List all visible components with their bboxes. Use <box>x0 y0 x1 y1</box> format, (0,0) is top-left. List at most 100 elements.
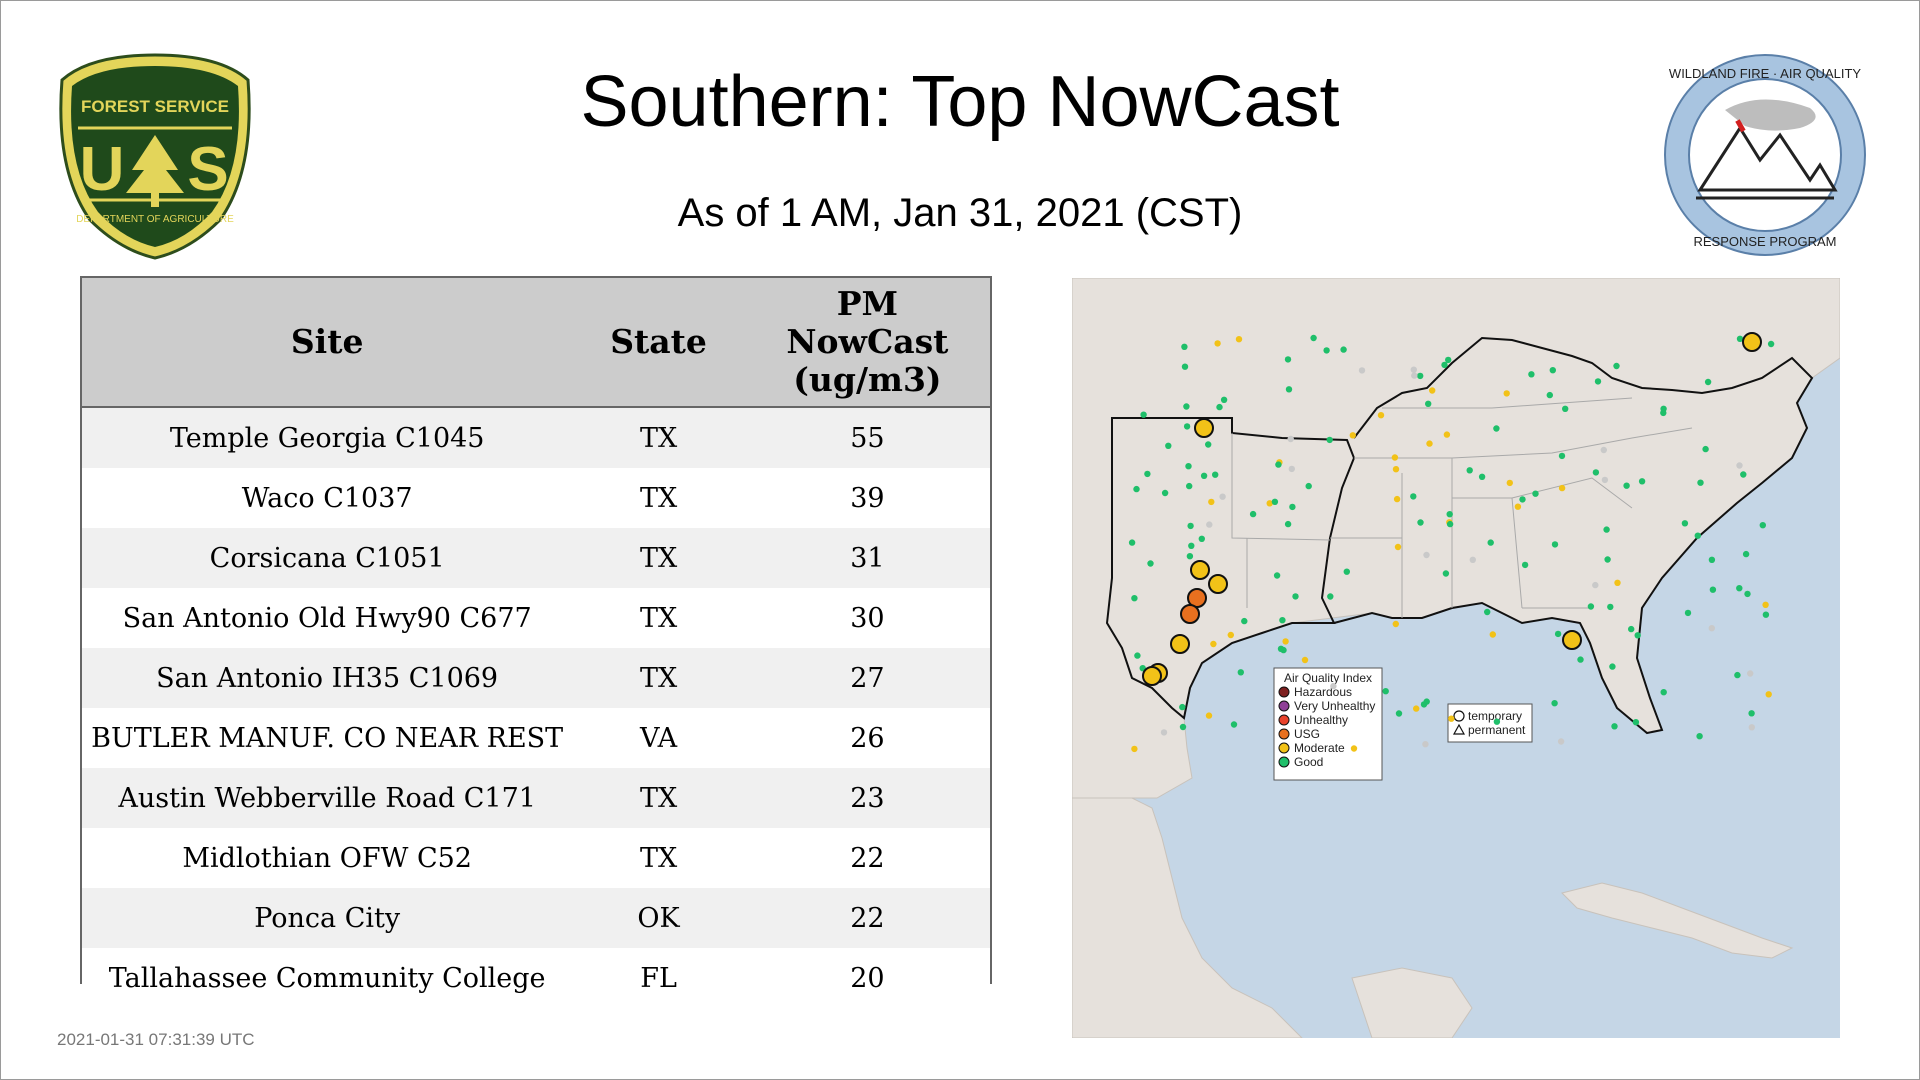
monitor-dot <box>1206 521 1213 528</box>
monitor-dot <box>1179 723 1187 731</box>
cell-value: 55 <box>744 407 990 468</box>
monitor-dot <box>1736 585 1743 592</box>
monitor-dot <box>1514 503 1522 510</box>
cell-state: TX <box>572 468 745 528</box>
monitor-dot <box>1147 560 1154 567</box>
cell-state: FL <box>572 948 745 1008</box>
monitor-dot <box>1131 595 1138 602</box>
monitor-dot <box>1392 466 1400 473</box>
monitor-dot <box>1445 356 1452 364</box>
logo-right-text-bottom: RESPONSE PROGRAM <box>1693 234 1836 249</box>
monitor-dot <box>1305 482 1312 490</box>
monitor-dot <box>1484 608 1491 616</box>
cell-value: 26 <box>744 708 990 768</box>
cell-state: TX <box>572 588 745 648</box>
monitor-dot <box>1165 442 1172 449</box>
monitor-dot <box>1425 400 1432 407</box>
legend-swatch <box>1278 728 1290 740</box>
monitor-dot <box>1284 356 1292 363</box>
table-row: Austin Webberville Road C171 TX 23 <box>82 768 990 828</box>
monitor-dot <box>1546 391 1553 399</box>
monitor-dot <box>1235 336 1243 343</box>
monitor-dot <box>1423 698 1430 705</box>
monitor-dot <box>1181 363 1189 370</box>
monitor-dot <box>1609 663 1616 670</box>
monitor-dot <box>1417 519 1424 526</box>
monitor-dot <box>1519 496 1526 503</box>
table-row: Temple Georgia C1045 TX 55 <box>82 407 990 468</box>
monitor-dot <box>1607 603 1614 611</box>
monitor-dot <box>1394 543 1402 551</box>
monitor-dot <box>1392 620 1399 628</box>
cell-site: Corsicana C1051 <box>82 528 573 588</box>
monitor-dot <box>1292 593 1299 600</box>
monitor-dot <box>1326 436 1333 444</box>
monitor-dot <box>1592 581 1599 589</box>
table-row: Ponca City OK 22 <box>82 888 990 948</box>
legend-label: Unhealthy <box>1294 713 1348 727</box>
cell-state: TX <box>572 648 745 708</box>
monitor-dot <box>1623 482 1630 489</box>
cell-value: 30 <box>744 588 990 648</box>
monitor-dot <box>1748 710 1755 717</box>
monitor-dot <box>1273 572 1281 579</box>
monitor-dot <box>1594 378 1602 385</box>
monitor-dot <box>1744 590 1751 598</box>
monitor-dot <box>1611 723 1618 730</box>
table-row: San Antonio Old Hwy90 C677 TX 30 <box>82 588 990 648</box>
monitor-dot <box>1179 703 1186 711</box>
monitor-dot <box>1528 371 1535 378</box>
monitor-dot <box>1277 645 1285 652</box>
monitor-dot <box>1327 593 1334 600</box>
monitor-dot <box>1422 741 1429 748</box>
monitor-dot <box>1696 733 1703 740</box>
region-outline <box>1105 417 1356 720</box>
cell-state: TX <box>572 407 745 468</box>
cell-value: 27 <box>744 648 990 708</box>
header-value-line2: NowCast <box>786 322 949 361</box>
monitor-dot <box>1382 688 1389 695</box>
monitor-dot <box>1140 411 1147 418</box>
monitor-dot <box>1478 473 1486 480</box>
monitor-dot <box>1350 745 1358 752</box>
monitor-dot <box>1161 489 1169 497</box>
monitor-dot <box>1343 568 1350 575</box>
monitor-dot <box>1241 617 1248 625</box>
cell-site: Tallahassee Community College <box>82 948 573 1008</box>
monitor-dot <box>1469 556 1476 563</box>
monitor-dot <box>1288 465 1295 473</box>
monitor-dot <box>1493 425 1500 432</box>
page-subtitle: As of 1 AM, Jan 31, 2021 (CST) <box>677 191 1243 235</box>
cell-site: Austin Webberville Road C171 <box>82 768 573 828</box>
monitor-dot <box>1330 682 1337 690</box>
monitor-dot <box>1521 561 1529 569</box>
monitor-dot <box>1634 632 1641 639</box>
monitor-dot <box>1340 346 1347 353</box>
monitor-dot <box>1493 718 1501 725</box>
header-site: Site <box>82 278 573 408</box>
cell-value: 23 <box>744 768 990 828</box>
monitor-dot <box>1443 431 1451 438</box>
monitor-dot <box>1249 510 1257 518</box>
monitor-dot <box>1187 522 1194 530</box>
cell-site: San Antonio IH35 C1069 <box>82 648 573 708</box>
monitor-dot <box>1429 387 1436 394</box>
region-outline-east <box>1333 336 1814 735</box>
cell-site: San Antonio Old Hwy90 C677 <box>82 588 573 648</box>
logo-text-top: FOREST SERVICE <box>81 97 229 116</box>
legend-swatch <box>1278 700 1290 712</box>
monitor-dot <box>1446 511 1453 518</box>
monitor-dot <box>1198 535 1205 542</box>
land-mexico <box>1072 797 1303 1038</box>
monitor-dot <box>1613 362 1620 370</box>
monitor-dot <box>1600 446 1607 454</box>
cell-site: Waco C1037 <box>82 468 573 528</box>
logo-letter-u: U <box>80 135 125 204</box>
cell-state: TX <box>572 828 745 888</box>
monitor-dot <box>1506 479 1513 487</box>
legend-label: Good <box>1294 755 1323 769</box>
table-row: Waco C1037 TX 39 <box>82 468 990 528</box>
monitor-dot <box>1747 670 1754 677</box>
monitor-dot <box>1694 532 1701 539</box>
